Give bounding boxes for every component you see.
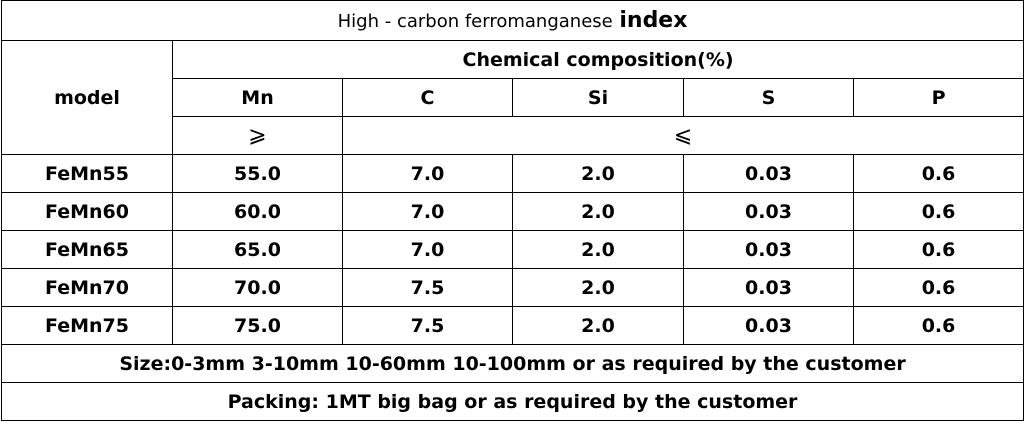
model-header: model [1,40,173,155]
value-cell: 7.0 [342,154,513,193]
value-cell: 2.0 [512,154,684,193]
column-header: Si [512,78,684,117]
value-cell: 75.0 [172,306,343,345]
footer-row: Packing: 1MT big bag or as required by t… [0,382,1025,421]
value-cell: 70.0 [172,268,343,307]
value-cell: 2.0 [512,230,684,269]
model-cell: FeMn55 [1,154,173,193]
data-row: FeMn55 55.0 7.0 2.0 0.03 0.6 [1,154,1025,193]
column-row: Mn C Si S P [2,78,1025,117]
value-cell: 0.6 [852,154,1025,193]
value-cell: 65.0 [172,230,343,269]
group-header: Chemical composition(%) [171,40,1025,79]
value-cell: 0.03 [683,230,854,269]
title-emphasis: index [619,8,688,33]
footer-row: Size:0-3mm 3-10mm 10-60mm 10-100mm or as… [0,344,1025,383]
limit-cell: ⩾ [172,116,343,155]
model-cell: FeMn60 [1,192,173,231]
data-row: FeMn65 65.0 7.0 2.0 0.03 0.6 [1,230,1025,269]
column-header: P [852,78,1025,117]
column-header: S [683,78,854,117]
limit-row: ⩾ ⩽ [2,116,1025,155]
footer-packing: Packing: 1MT big bag or as required by t… [0,382,1025,421]
value-cell: 0.03 [683,306,854,345]
data-row: FeMn70 70.0 7.5 2.0 0.03 0.6 [1,268,1025,307]
model-cell: FeMn75 [1,306,173,345]
header-row: model Chemical composition(%) [1,40,1025,155]
title: High - carbon ferromanganese [337,11,613,32]
value-cell: 0.03 [683,154,854,193]
title-row: High - carbon ferromanganese index [0,0,1025,41]
value-cell: 0.6 [852,192,1025,231]
value-cell: 0.6 [852,268,1025,307]
value-cell: 2.0 [512,192,684,231]
title-cell: High - carbon ferromanganese index [0,0,1025,41]
data-row: FeMn75 75.0 7.5 2.0 0.03 0.6 [1,306,1025,345]
footer-size: Size:0-3mm 3-10mm 10-60mm 10-100mm or as… [0,344,1025,383]
value-cell: 7.0 [342,230,513,269]
limit-cell: ⩽ [341,116,1025,155]
value-cell: 2.0 [512,268,684,307]
value-cell: 55.0 [172,154,343,193]
data-row: FeMn60 60.0 7.0 2.0 0.03 0.6 [1,192,1025,231]
value-cell: 7.0 [342,192,513,231]
model-cell: FeMn65 [1,230,173,269]
value-cell: 2.0 [512,306,684,345]
value-cell: 60.0 [172,192,343,231]
model-cell: FeMn70 [1,268,173,307]
value-cell: 0.6 [852,306,1025,345]
value-cell: 0.03 [683,268,854,307]
value-cell: 7.5 [342,306,513,345]
value-cell: 0.03 [683,192,854,231]
value-cell: 7.5 [342,268,513,307]
column-header: C [342,78,513,117]
value-cell: 0.6 [852,230,1025,269]
column-header: Mn [172,78,343,117]
